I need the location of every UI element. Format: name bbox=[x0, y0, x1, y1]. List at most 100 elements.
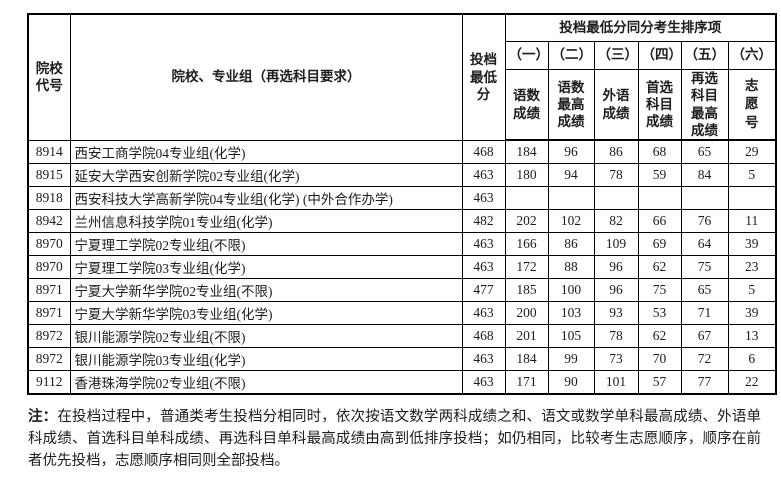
cell-college-group: 香港珠海学院02专业组(不限) bbox=[69, 370, 463, 395]
footnote-label: 注： bbox=[28, 409, 58, 425]
cell-sort-3: 73 bbox=[593, 347, 639, 372]
cell-sort-3: 78 bbox=[593, 324, 639, 349]
footnote-text: 在投档过程中，普通类考生投档分相同时，依次按语文数学两科成绩之和、语文或数学单科… bbox=[28, 409, 761, 469]
cell-sort-3: 78 bbox=[593, 163, 639, 188]
cell-sort-2: 100 bbox=[547, 278, 595, 303]
cell-sort-4: 59 bbox=[637, 163, 682, 188]
cell-sort-2: 86 bbox=[547, 232, 595, 257]
header-tiebreak-label-3-text: 外语成绩 bbox=[602, 88, 630, 121]
cell-sort-6: 11 bbox=[727, 209, 777, 234]
cell-sort-2: 99 bbox=[547, 347, 595, 372]
header-tiebreak-title: 投档最低分同分考生排序项 bbox=[504, 13, 777, 42]
cell-min-score: 468 bbox=[461, 139, 506, 165]
cell-sort-6 bbox=[727, 186, 777, 211]
header-tiebreak-index-5: （五） bbox=[680, 41, 729, 70]
table-row: 8972 银川能源学院02专业组(不限) 468 201 105 78 62 6… bbox=[27, 324, 777, 349]
header-college-code-label: 院校代号 bbox=[35, 61, 63, 94]
header-college-group: 院校、专业组（再选科目要求） bbox=[69, 13, 463, 141]
cell-sort-3: 82 bbox=[593, 209, 639, 234]
cell-sort-4: 57 bbox=[637, 370, 682, 395]
header-tiebreak-index-3: （三） bbox=[593, 41, 639, 70]
table-row: 8942 兰州信息科技学院01专业组(化学) 482 202 102 82 66… bbox=[27, 209, 777, 234]
header-tiebreak-label-6: 志愿号 bbox=[727, 69, 777, 142]
table-row: 8971 宁夏大学新华学院03专业组(化学) 463 200 103 93 53… bbox=[27, 301, 777, 326]
cell-sort-2: 90 bbox=[547, 370, 595, 395]
cell-sort-3: 93 bbox=[593, 301, 639, 326]
cell-college-code: 8915 bbox=[27, 163, 71, 188]
cell-college-code: 8971 bbox=[27, 278, 71, 303]
cell-sort-4: 70 bbox=[637, 347, 682, 372]
header-tiebreak-index-2: （二） bbox=[547, 41, 595, 70]
cell-sort-3: 109 bbox=[593, 232, 639, 257]
cell-sort-4: 69 bbox=[637, 232, 682, 257]
cell-sort-1: 180 bbox=[504, 163, 549, 188]
cell-sort-2: 96 bbox=[547, 139, 595, 165]
cell-sort-1: 185 bbox=[504, 278, 549, 303]
cell-sort-5: 65 bbox=[680, 139, 729, 165]
cell-sort-1: 166 bbox=[504, 232, 549, 257]
table-row: 9112 香港珠海学院02专业组(不限) 463 171 90 101 57 7… bbox=[27, 370, 777, 395]
cell-sort-5: 67 bbox=[680, 324, 729, 349]
cell-sort-5: 76 bbox=[680, 209, 729, 234]
cell-sort-1: 200 bbox=[504, 301, 549, 326]
cell-sort-6: 39 bbox=[727, 301, 777, 326]
header-min-score: 投档最低分 bbox=[461, 13, 506, 141]
cell-college-group: 西安科技大学高新学院04专业组(化学) (中外合作办学) bbox=[69, 186, 463, 211]
cell-sort-2 bbox=[547, 186, 595, 211]
cell-sort-4: 62 bbox=[637, 255, 682, 280]
table-row: 8972 银川能源学院03专业组(化学) 463 184 99 73 70 72… bbox=[27, 347, 777, 372]
header-tiebreak-label-3: 外语成绩 bbox=[593, 69, 639, 142]
cell-college-code: 8971 bbox=[27, 301, 71, 326]
cell-sort-4: 66 bbox=[637, 209, 682, 234]
cell-sort-1: 184 bbox=[504, 139, 549, 165]
header-tiebreak-label-5: 再选科目最高成绩 bbox=[680, 69, 729, 142]
cell-sort-1: 202 bbox=[504, 209, 549, 234]
cell-sort-6: 39 bbox=[727, 232, 777, 257]
cell-sort-4: 53 bbox=[637, 301, 682, 326]
cell-min-score: 482 bbox=[461, 209, 506, 234]
cell-sort-5 bbox=[680, 186, 729, 211]
cell-sort-1: 171 bbox=[504, 370, 549, 395]
header-college-code: 院校代号 bbox=[27, 13, 71, 141]
cell-sort-1 bbox=[504, 186, 549, 211]
cell-sort-4: 75 bbox=[637, 278, 682, 303]
header-row-top: 院校代号 院校、专业组（再选科目要求） 投档最低分 投档最低分同分考生排序项 bbox=[27, 13, 777, 141]
cell-sort-6: 22 bbox=[727, 370, 777, 395]
cell-college-code: 8942 bbox=[27, 209, 71, 234]
header-row-labels: 语数成绩 语数最高成绩 外语成绩 首选科目成绩 再选科目最高成绩 志愿号 bbox=[28, 69, 777, 142]
cell-college-group: 西安工商学院04专业组(化学) bbox=[69, 139, 463, 165]
header-tiebreak-label-5-text: 再选科目最高成绩 bbox=[690, 71, 718, 138]
cell-sort-2: 102 bbox=[547, 209, 595, 234]
cell-min-score: 468 bbox=[461, 324, 506, 349]
cell-sort-4: 68 bbox=[637, 139, 682, 165]
footnote: 注：在投档过程中，普通类考生投档分相同时，依次按语文数学两科成绩之和、语文或数学… bbox=[28, 406, 761, 472]
cell-sort-6: 6 bbox=[727, 347, 777, 372]
cell-college-code: 8972 bbox=[27, 347, 71, 372]
cell-min-score: 477 bbox=[461, 278, 506, 303]
cell-min-score: 463 bbox=[461, 186, 506, 211]
cell-sort-6: 5 bbox=[727, 278, 777, 303]
cell-college-group: 兰州信息科技学院01专业组(化学) bbox=[69, 209, 463, 234]
cell-sort-3: 96 bbox=[593, 255, 639, 280]
cell-sort-4: 62 bbox=[637, 324, 682, 349]
cell-sort-6: 23 bbox=[727, 255, 777, 280]
header-tiebreak-label-4: 首选科目成绩 bbox=[637, 69, 682, 142]
cell-min-score: 463 bbox=[461, 255, 506, 280]
admission-score-table: 院校代号 院校、专业组（再选科目要求） 投档最低分 投档最低分同分考生排序项 （… bbox=[27, 13, 777, 396]
cell-min-score: 463 bbox=[461, 301, 506, 326]
header-tiebreak-label-2-text: 语数最高成绩 bbox=[557, 79, 585, 130]
table-row: 8970 宁夏理工学院03专业组(化学) 463 172 88 96 62 75… bbox=[27, 255, 777, 280]
cell-sort-2: 94 bbox=[547, 163, 595, 188]
cell-sort-2: 105 bbox=[547, 324, 595, 349]
cell-sort-5: 77 bbox=[680, 370, 729, 395]
cell-sort-1: 201 bbox=[504, 324, 549, 349]
table-row: 8970 宁夏理工学院02专业组(不限) 463 166 86 109 69 6… bbox=[27, 232, 777, 257]
header-tiebreak-label-1-text: 语数成绩 bbox=[512, 88, 540, 121]
cell-sort-3: 101 bbox=[593, 370, 639, 395]
header-row-index: （一） （二） （三） （四） （五） （六） bbox=[28, 41, 777, 70]
cell-sort-6: 5 bbox=[727, 163, 777, 188]
cell-sort-2: 88 bbox=[547, 255, 595, 280]
cell-college-code: 8970 bbox=[27, 232, 71, 257]
cell-sort-5: 64 bbox=[680, 232, 729, 257]
